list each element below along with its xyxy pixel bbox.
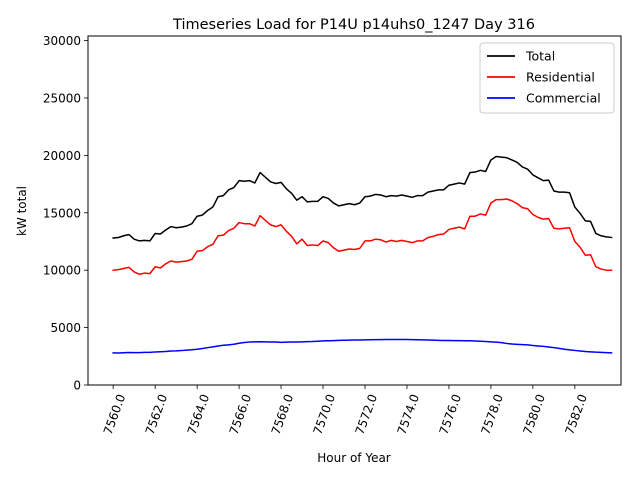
y-tick-label: 5000 [50, 321, 81, 335]
legend-label-commercial: Commercial [526, 91, 601, 106]
x-axis-label: Hour of Year [317, 451, 391, 465]
y-axis: 0 5000 10000 15000 20000 25000 30000 [43, 34, 88, 393]
y-tick-label: 15000 [43, 206, 81, 220]
series-lines [112, 155, 613, 354]
legend: Total Residential Commercial [479, 42, 615, 114]
chart-title: Timeseries Load for P14U p14uhs0_1247 Da… [172, 17, 535, 33]
y-tick-label: 25000 [43, 91, 81, 105]
y-tick-label: 10000 [43, 264, 81, 278]
legend-label-residential: Residential [526, 70, 595, 85]
y-tick-label: 20000 [43, 149, 81, 163]
axes-frame [87, 35, 622, 386]
legend-box [479, 42, 615, 114]
axes-spines [87, 35, 622, 386]
series-line-residential [112, 198, 613, 275]
y-tick-label: 30000 [43, 34, 81, 48]
legend-label-total: Total [525, 49, 555, 64]
series-line-total [112, 155, 613, 242]
y-axis-label: kW total [15, 186, 29, 236]
series-line-commercial [112, 338, 613, 354]
y-tick-label: 0 [73, 379, 81, 393]
